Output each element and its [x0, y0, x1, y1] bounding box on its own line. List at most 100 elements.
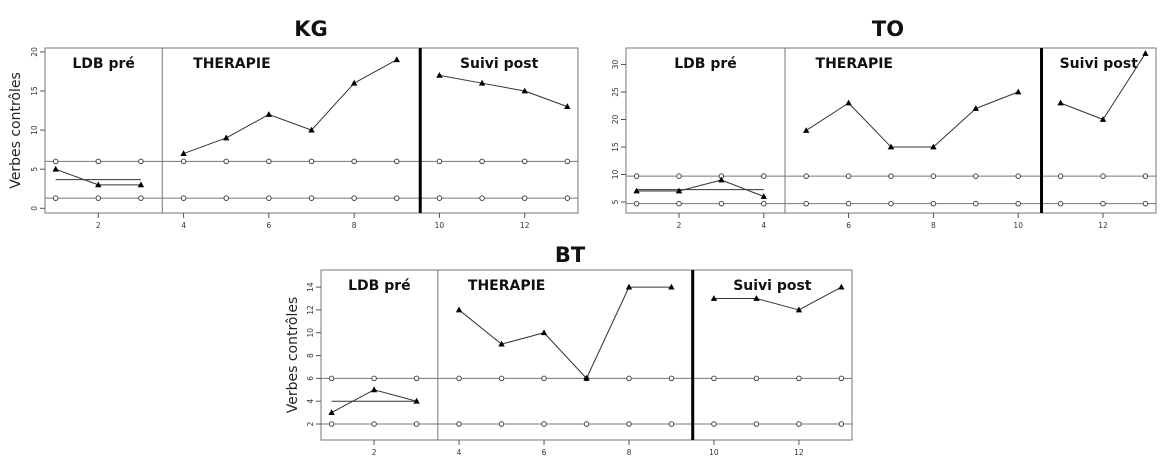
series-segment — [373, 389, 417, 402]
reference-marker — [973, 200, 979, 207]
x-tick-label: 6 — [542, 448, 547, 456]
x-tick-label: 8 — [352, 221, 357, 230]
reference-marker — [888, 200, 894, 207]
y-tick-label: 8 — [306, 353, 315, 358]
reference-marker — [753, 375, 760, 382]
data-point — [413, 397, 420, 404]
x-tick-label: 6 — [846, 221, 851, 230]
data-point — [930, 143, 937, 150]
reference-marker — [838, 421, 845, 427]
y-tick-label: 10 — [611, 170, 620, 180]
reference-marker — [521, 158, 528, 165]
x-tick-label: 8 — [931, 221, 936, 230]
reference-marker — [413, 421, 420, 427]
phase-label: LDB pré — [348, 278, 411, 294]
reference-marker — [845, 173, 852, 179]
data-point — [583, 374, 590, 381]
series-segment — [501, 332, 545, 345]
reference-marker — [498, 375, 505, 382]
plot-frame — [320, 269, 853, 441]
reference-marker — [52, 158, 59, 165]
data-point — [52, 165, 59, 172]
data-point — [436, 71, 443, 78]
data-point — [838, 283, 845, 290]
x-tick-label: 2 — [96, 221, 101, 230]
data-point — [1057, 99, 1064, 106]
reference-marker — [413, 375, 420, 382]
series-segment — [848, 102, 892, 148]
reference-marker — [351, 158, 357, 165]
reference-marker — [1100, 200, 1106, 207]
reference-marker — [138, 158, 144, 165]
series-segment — [756, 298, 800, 311]
reference-marker — [838, 375, 845, 382]
reference-marker — [1015, 173, 1021, 179]
reference-marker — [223, 158, 229, 165]
x-tick-label: 10 — [709, 448, 719, 456]
reference-marker — [626, 421, 632, 427]
reference-marker — [456, 375, 462, 382]
phase-label: Suivi post — [1060, 56, 1139, 72]
reference-marker — [711, 375, 717, 382]
reference-marker — [1142, 200, 1149, 207]
reference-marker — [583, 421, 590, 427]
phase-label: THERAPIE — [193, 56, 270, 72]
data-point — [328, 409, 335, 416]
y-tick-label: 10 — [306, 328, 315, 338]
reference-marker — [1100, 173, 1106, 179]
y-tick-label: 4 — [306, 399, 315, 404]
chart-title: KG — [294, 17, 328, 41]
reference-marker — [564, 158, 571, 165]
reference-marker — [479, 195, 485, 201]
series-segment — [1102, 53, 1146, 120]
phase-label: LDB pré — [72, 56, 135, 72]
reference-marker — [266, 158, 272, 165]
data-point — [564, 103, 571, 110]
reference-marker — [796, 375, 802, 382]
reference-marker — [761, 200, 767, 207]
phase-label: Suivi post — [460, 56, 539, 72]
series-segment — [798, 286, 842, 311]
series-segment — [543, 332, 587, 379]
y-tick-label: 5 — [611, 199, 620, 204]
y-tick-label: 20 — [611, 115, 620, 125]
x-tick-label: 2 — [677, 221, 682, 230]
data-point — [845, 99, 852, 106]
data-point — [1142, 50, 1149, 56]
reference-marker — [564, 195, 571, 201]
reference-marker — [718, 200, 725, 207]
x-tick-label: 4 — [761, 221, 766, 230]
reference-marker — [1057, 173, 1064, 179]
reference-marker — [711, 421, 717, 427]
reference-marker — [498, 421, 505, 427]
chart-panel: BT Verbes contrôles 2 4 6 8 10 12 14 2 4 6 8 10 12 LDB … — [285, 243, 853, 456]
reference-marker — [761, 173, 767, 179]
reference-marker — [541, 375, 547, 382]
reference-marker — [803, 200, 809, 207]
series-segment — [458, 309, 502, 345]
data-point — [370, 386, 378, 393]
reference-marker — [95, 195, 102, 201]
reference-marker — [138, 195, 144, 201]
chart-panel: TO 5 10 15 20 25 30 2 4 6 8 10 12 LDB pré THERAPIE Suiv… — [611, 17, 1157, 230]
data-point — [308, 126, 315, 133]
x-tick-label: 12 — [520, 221, 530, 230]
data-point — [350, 79, 358, 86]
data-point — [795, 306, 803, 313]
reference-marker — [394, 158, 400, 165]
x-tick-label: 6 — [266, 221, 271, 230]
reference-marker — [308, 195, 315, 201]
reference-marker — [668, 375, 675, 382]
data-point — [180, 150, 187, 156]
reference-marker — [626, 375, 632, 382]
reference-marker — [456, 421, 462, 427]
reference-marker — [180, 195, 187, 201]
y-axis-label: Verbes contrôles — [8, 72, 24, 189]
data-point — [540, 329, 548, 336]
series-segment — [353, 59, 398, 84]
data-point — [95, 181, 102, 188]
series-segment — [183, 137, 227, 155]
reference-marker — [266, 195, 272, 201]
data-point — [718, 176, 725, 183]
